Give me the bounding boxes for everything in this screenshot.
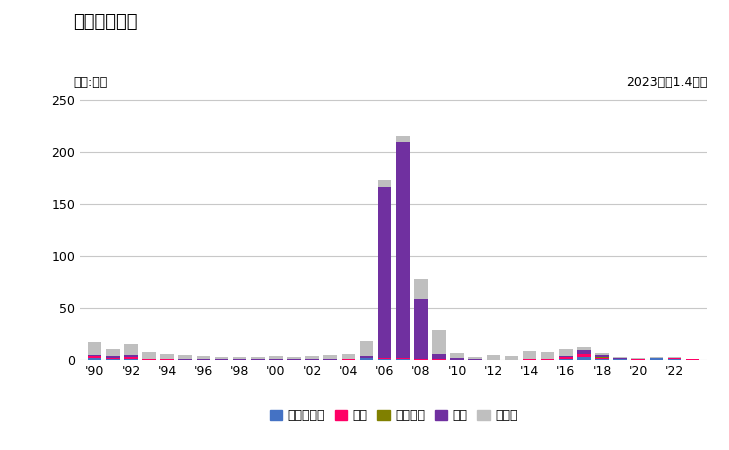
Bar [577, 357, 590, 360]
Bar [88, 355, 101, 356]
Bar [504, 356, 518, 360]
Bar [215, 357, 228, 360]
Bar [396, 136, 410, 142]
Bar [142, 352, 156, 359]
Bar [577, 350, 590, 354]
Bar [359, 356, 373, 358]
Bar [106, 356, 120, 358]
Bar [596, 353, 609, 355]
Bar [469, 357, 482, 360]
Bar [359, 341, 373, 356]
Bar [305, 356, 319, 360]
Bar [359, 358, 373, 359]
Bar [596, 355, 609, 357]
Bar [577, 354, 590, 357]
Bar [179, 356, 192, 359]
Bar [342, 354, 355, 359]
Bar [451, 353, 464, 358]
Bar [233, 357, 246, 360]
Bar [650, 359, 663, 360]
Bar [541, 352, 555, 359]
Bar [650, 357, 663, 358]
Bar [596, 359, 609, 360]
Bar [596, 357, 609, 359]
Bar [432, 330, 445, 354]
Bar [451, 358, 464, 360]
Bar [396, 142, 410, 358]
Bar [631, 358, 645, 359]
Legend: フィリピン, 台湾, イタリア, 韓国, その他: フィリピン, 台湾, イタリア, 韓国, その他 [265, 404, 523, 427]
Bar [324, 355, 337, 360]
Bar [577, 346, 590, 350]
Bar [559, 359, 572, 360]
Text: 2023年：1.4トン: 2023年：1.4トン [625, 76, 707, 90]
Bar [342, 359, 355, 360]
Bar [142, 359, 156, 360]
Bar [559, 356, 572, 357]
Bar [160, 355, 174, 359]
Bar [88, 356, 101, 359]
Bar [106, 349, 120, 356]
Text: 輸出量の推移: 輸出量の推移 [73, 14, 137, 32]
Bar [613, 357, 627, 359]
Bar [197, 356, 210, 359]
Bar [559, 349, 572, 356]
Bar [160, 359, 174, 360]
Bar [414, 279, 428, 299]
Bar [378, 180, 391, 187]
Bar [88, 359, 101, 360]
Bar [414, 299, 428, 359]
Bar [559, 357, 572, 359]
Bar [378, 187, 391, 358]
Bar [432, 354, 445, 360]
Bar [106, 358, 120, 360]
Bar [124, 355, 138, 357]
Text: 単位:トン: 単位:トン [73, 76, 107, 90]
Bar [486, 356, 500, 360]
Bar [359, 359, 373, 360]
Bar [88, 342, 101, 355]
Bar [287, 357, 301, 360]
Bar [523, 351, 537, 359]
Bar [668, 357, 682, 358]
Bar [269, 356, 283, 360]
Bar [378, 359, 391, 360]
Bar [396, 358, 410, 360]
Bar [251, 357, 265, 360]
Bar [378, 358, 391, 359]
Bar [686, 359, 699, 360]
Bar [179, 359, 192, 360]
Bar [414, 359, 428, 360]
Bar [668, 359, 682, 360]
Bar [124, 344, 138, 355]
Bar [124, 357, 138, 360]
